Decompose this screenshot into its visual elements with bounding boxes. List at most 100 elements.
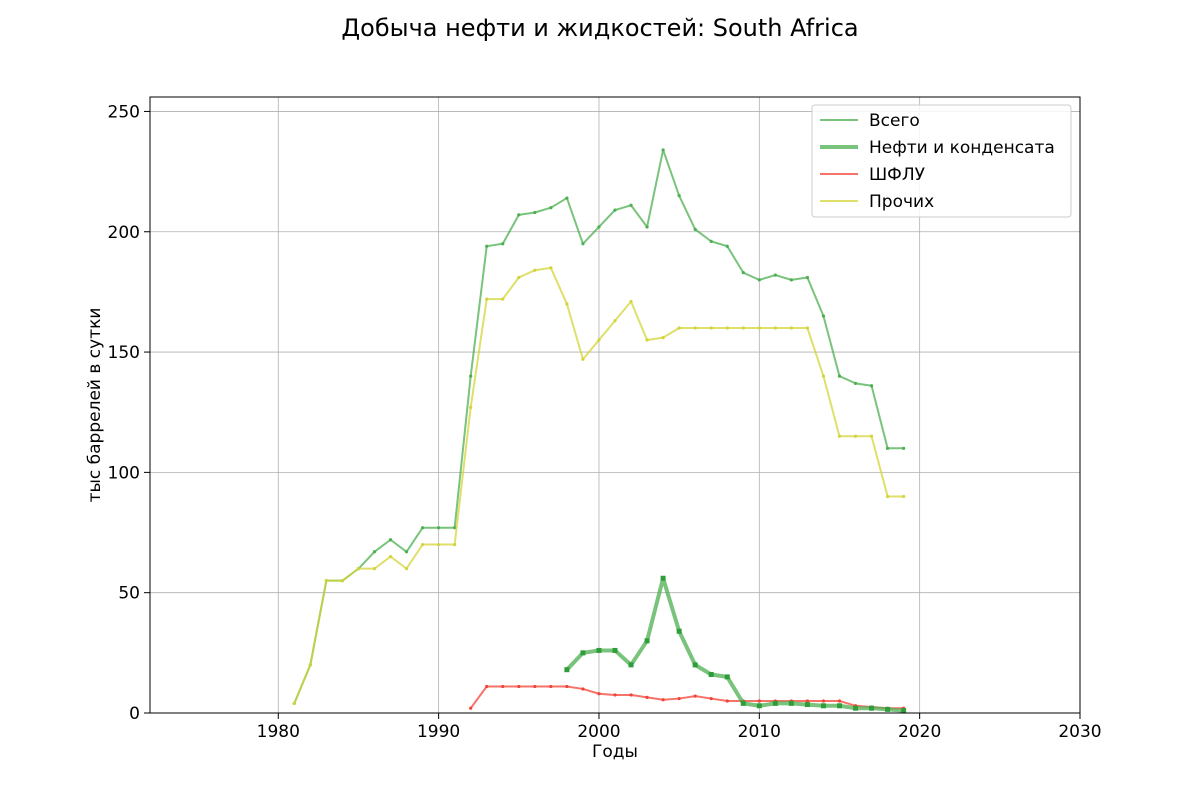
legend-label-2: ШФЛУ <box>869 165 926 185</box>
series-2-point <box>581 687 585 691</box>
series-3-point <box>356 567 361 571</box>
series-2-point <box>613 693 617 697</box>
series-0-point <box>372 550 377 554</box>
series-3-point <box>501 297 505 301</box>
series-1 <box>564 575 907 714</box>
x-tick-label: 1990 <box>417 722 460 742</box>
series-0-point <box>437 526 441 530</box>
series-0-point <box>565 196 569 200</box>
y-tick-label: 250 <box>108 102 140 122</box>
legend-label-0: Всего <box>869 111 920 131</box>
series-2-point <box>661 698 665 702</box>
series-0-point <box>613 208 617 212</box>
series-3-point <box>693 326 697 330</box>
y-axis-label: тыс баррелей в сутки <box>85 308 105 503</box>
series-1-point <box>901 708 907 714</box>
series-3-point <box>292 701 296 705</box>
series-1-point <box>885 706 891 712</box>
legend-label-3: Прочих <box>869 192 934 212</box>
series-0-point <box>629 203 633 207</box>
series-0-point <box>885 446 890 450</box>
series-0-point <box>549 206 553 210</box>
x-tick-label: 2010 <box>738 722 781 742</box>
series-3-point <box>853 434 858 438</box>
series-3-point <box>372 567 377 571</box>
series-3-point <box>613 319 617 323</box>
chart-title: Добыча нефти и жидкостей: South Africa <box>341 14 858 42</box>
series-3-point <box>485 297 489 301</box>
series-3-point <box>661 336 665 340</box>
series-2-point <box>725 699 729 703</box>
series-0-point <box>645 225 649 229</box>
series-1-point <box>869 705 875 711</box>
x-tick-label: 1980 <box>257 722 300 742</box>
series-1-point <box>724 674 730 680</box>
series-0-point <box>869 384 874 388</box>
series-0-point <box>741 271 745 275</box>
series-3-point <box>805 326 810 330</box>
series-1-point <box>772 700 778 706</box>
series-2-point <box>677 696 681 701</box>
series-0-point <box>581 242 585 246</box>
series-3-point <box>581 357 585 361</box>
series-0-point <box>709 239 713 243</box>
series-1-point <box>708 672 714 677</box>
series-3-point <box>404 567 409 571</box>
series-1-point <box>836 703 842 709</box>
series-1-point <box>660 575 666 581</box>
y-tick-label: 50 <box>118 584 140 604</box>
x-axis-label: Годы <box>592 742 638 762</box>
series-1-point <box>612 647 618 653</box>
series-3-point <box>821 374 826 378</box>
series-0-point <box>661 148 665 152</box>
x-tick-label: 2020 <box>898 722 941 742</box>
series-2-point <box>549 684 553 689</box>
series-0-point <box>757 278 761 282</box>
series-2-point <box>501 684 505 689</box>
legend-box <box>811 104 1072 218</box>
series-layer <box>292 148 907 714</box>
series-0-point <box>517 213 521 217</box>
series-2-point <box>805 699 810 703</box>
series-3-point <box>869 434 874 438</box>
series-0-point <box>677 194 681 198</box>
series-1-point <box>853 705 859 711</box>
series-2-point <box>469 706 473 710</box>
series-0-point <box>902 446 906 450</box>
series-3-point <box>629 299 633 304</box>
series-3-point <box>773 326 777 330</box>
series-3-point <box>420 542 425 547</box>
series-1-point <box>692 662 698 668</box>
series-3-point <box>645 338 649 342</box>
series-2-point <box>533 684 537 689</box>
series-1-point <box>820 703 826 709</box>
series-0-point <box>773 273 777 277</box>
series-2-point <box>597 692 601 696</box>
series-3-point <box>437 542 441 547</box>
series-0-point <box>853 381 858 385</box>
series-0-point <box>533 210 537 215</box>
series-1-point <box>644 638 650 644</box>
series-1-point <box>804 702 810 708</box>
series-2-point <box>837 699 842 703</box>
y-tick-label: 0 <box>129 704 140 724</box>
series-3-point <box>340 579 345 583</box>
series-0-point <box>597 225 601 229</box>
y-tick-label: 150 <box>108 343 140 363</box>
series-0-point <box>837 374 842 378</box>
series-3-point <box>725 326 729 330</box>
y-tick-label: 200 <box>108 223 140 243</box>
series-0-point <box>404 550 409 554</box>
series-1-point <box>580 650 586 656</box>
series-1-line <box>564 576 906 713</box>
series-3-point <box>565 302 569 306</box>
plot-frame <box>149 96 1081 714</box>
series-2-line <box>469 685 905 710</box>
series-3-point <box>741 326 745 330</box>
series-0-point <box>821 314 826 318</box>
series-3-point <box>709 326 713 330</box>
series-2-point <box>485 684 489 689</box>
series-1-point <box>564 667 570 673</box>
series-0-point <box>485 244 489 248</box>
series-3-point <box>308 663 312 667</box>
